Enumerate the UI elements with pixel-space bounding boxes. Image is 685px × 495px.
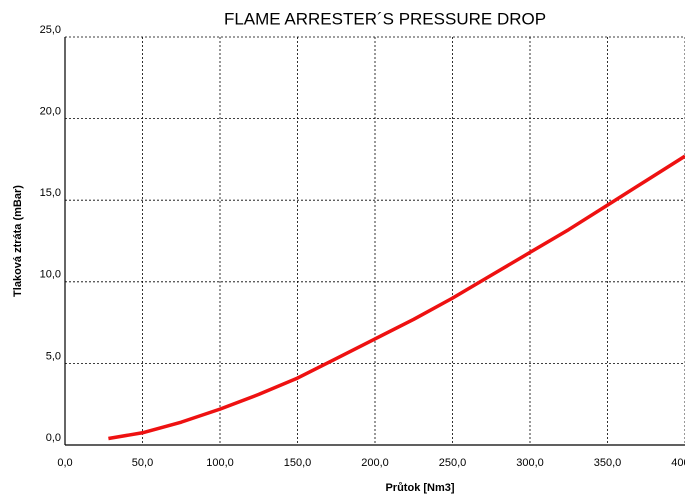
y-tick-label: 15,0 xyxy=(40,187,61,199)
x-tick-label: 50,0 xyxy=(132,457,153,469)
y-tick-label: 5,0 xyxy=(46,350,61,362)
x-tick-label: 100,0 xyxy=(206,457,234,469)
data-line xyxy=(108,154,685,441)
y-tick-label: 0,0 xyxy=(46,432,61,444)
x-tick-label: 200,0 xyxy=(361,457,389,469)
y-tick-label: 25,0 xyxy=(40,24,61,36)
y-tick-label: 20,0 xyxy=(40,106,61,118)
y-axis-label: Tlaková ztráta (mBar) xyxy=(12,185,24,297)
x-tick-label: 250,0 xyxy=(439,457,467,469)
x-axis-label: Průtok [Nm3] xyxy=(385,482,454,494)
x-tick-label: 400,0 xyxy=(671,457,685,469)
x-tick-label: 300,0 xyxy=(516,457,544,469)
chart-title: FLAME ARRESTER´S PRESSURE DROP xyxy=(224,9,546,28)
y-tick-label: 10,0 xyxy=(40,269,61,281)
x-tick-label: 150,0 xyxy=(284,457,312,469)
x-tick-label: 350,0 xyxy=(594,457,622,469)
x-tick-label: 0,0 xyxy=(57,457,72,469)
